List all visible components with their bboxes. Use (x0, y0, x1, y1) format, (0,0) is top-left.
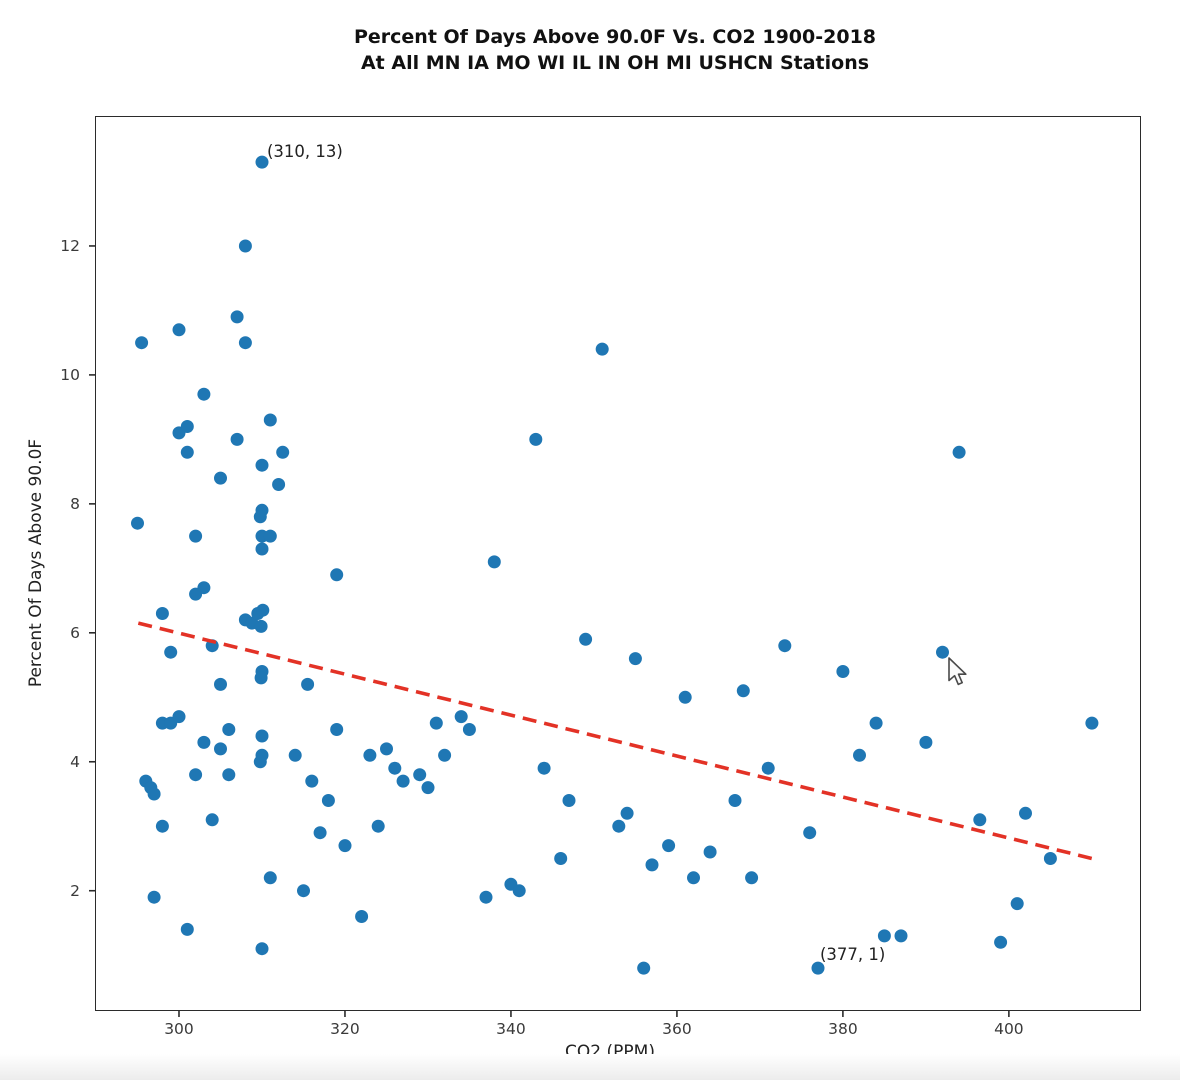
x-tick-label: 320 (330, 1020, 360, 1038)
chart-title: Percent Of Days Above 90.0F Vs. CO2 1900… (70, 24, 1160, 76)
annotation-point-377-1: (377, 1) (820, 945, 886, 965)
x-tick-label: 300 (164, 1020, 194, 1038)
screenshot-bottom-edge (0, 1054, 1180, 1080)
x-tick-label: 400 (994, 1020, 1024, 1038)
mouse-cursor-icon (948, 657, 967, 686)
x-tick-label: 360 (662, 1020, 692, 1038)
chart-title-line2: At All MN IA MO WI IL IN OH MI USHCN Sta… (360, 52, 870, 74)
annotation-point-310-13: (310, 13) (266, 142, 343, 162)
chart-title-line1: Percent Of Days Above 90.0F Vs. CO2 1900… (353, 26, 877, 48)
y-tick-label: 8 (70, 494, 80, 513)
y-tick-label: 10 (60, 365, 80, 384)
y-tick-label: 12 (60, 236, 80, 255)
y-tick-label: 4 (70, 752, 80, 771)
x-tick-label: 340 (496, 1020, 526, 1038)
plot-area (95, 116, 1141, 1011)
y-axis-label: Percent Of Days Above 90.0F (26, 438, 46, 688)
x-tick-label: 380 (828, 1020, 858, 1038)
y-tick-label: 6 (70, 623, 80, 642)
y-tick-label: 2 (70, 881, 80, 900)
